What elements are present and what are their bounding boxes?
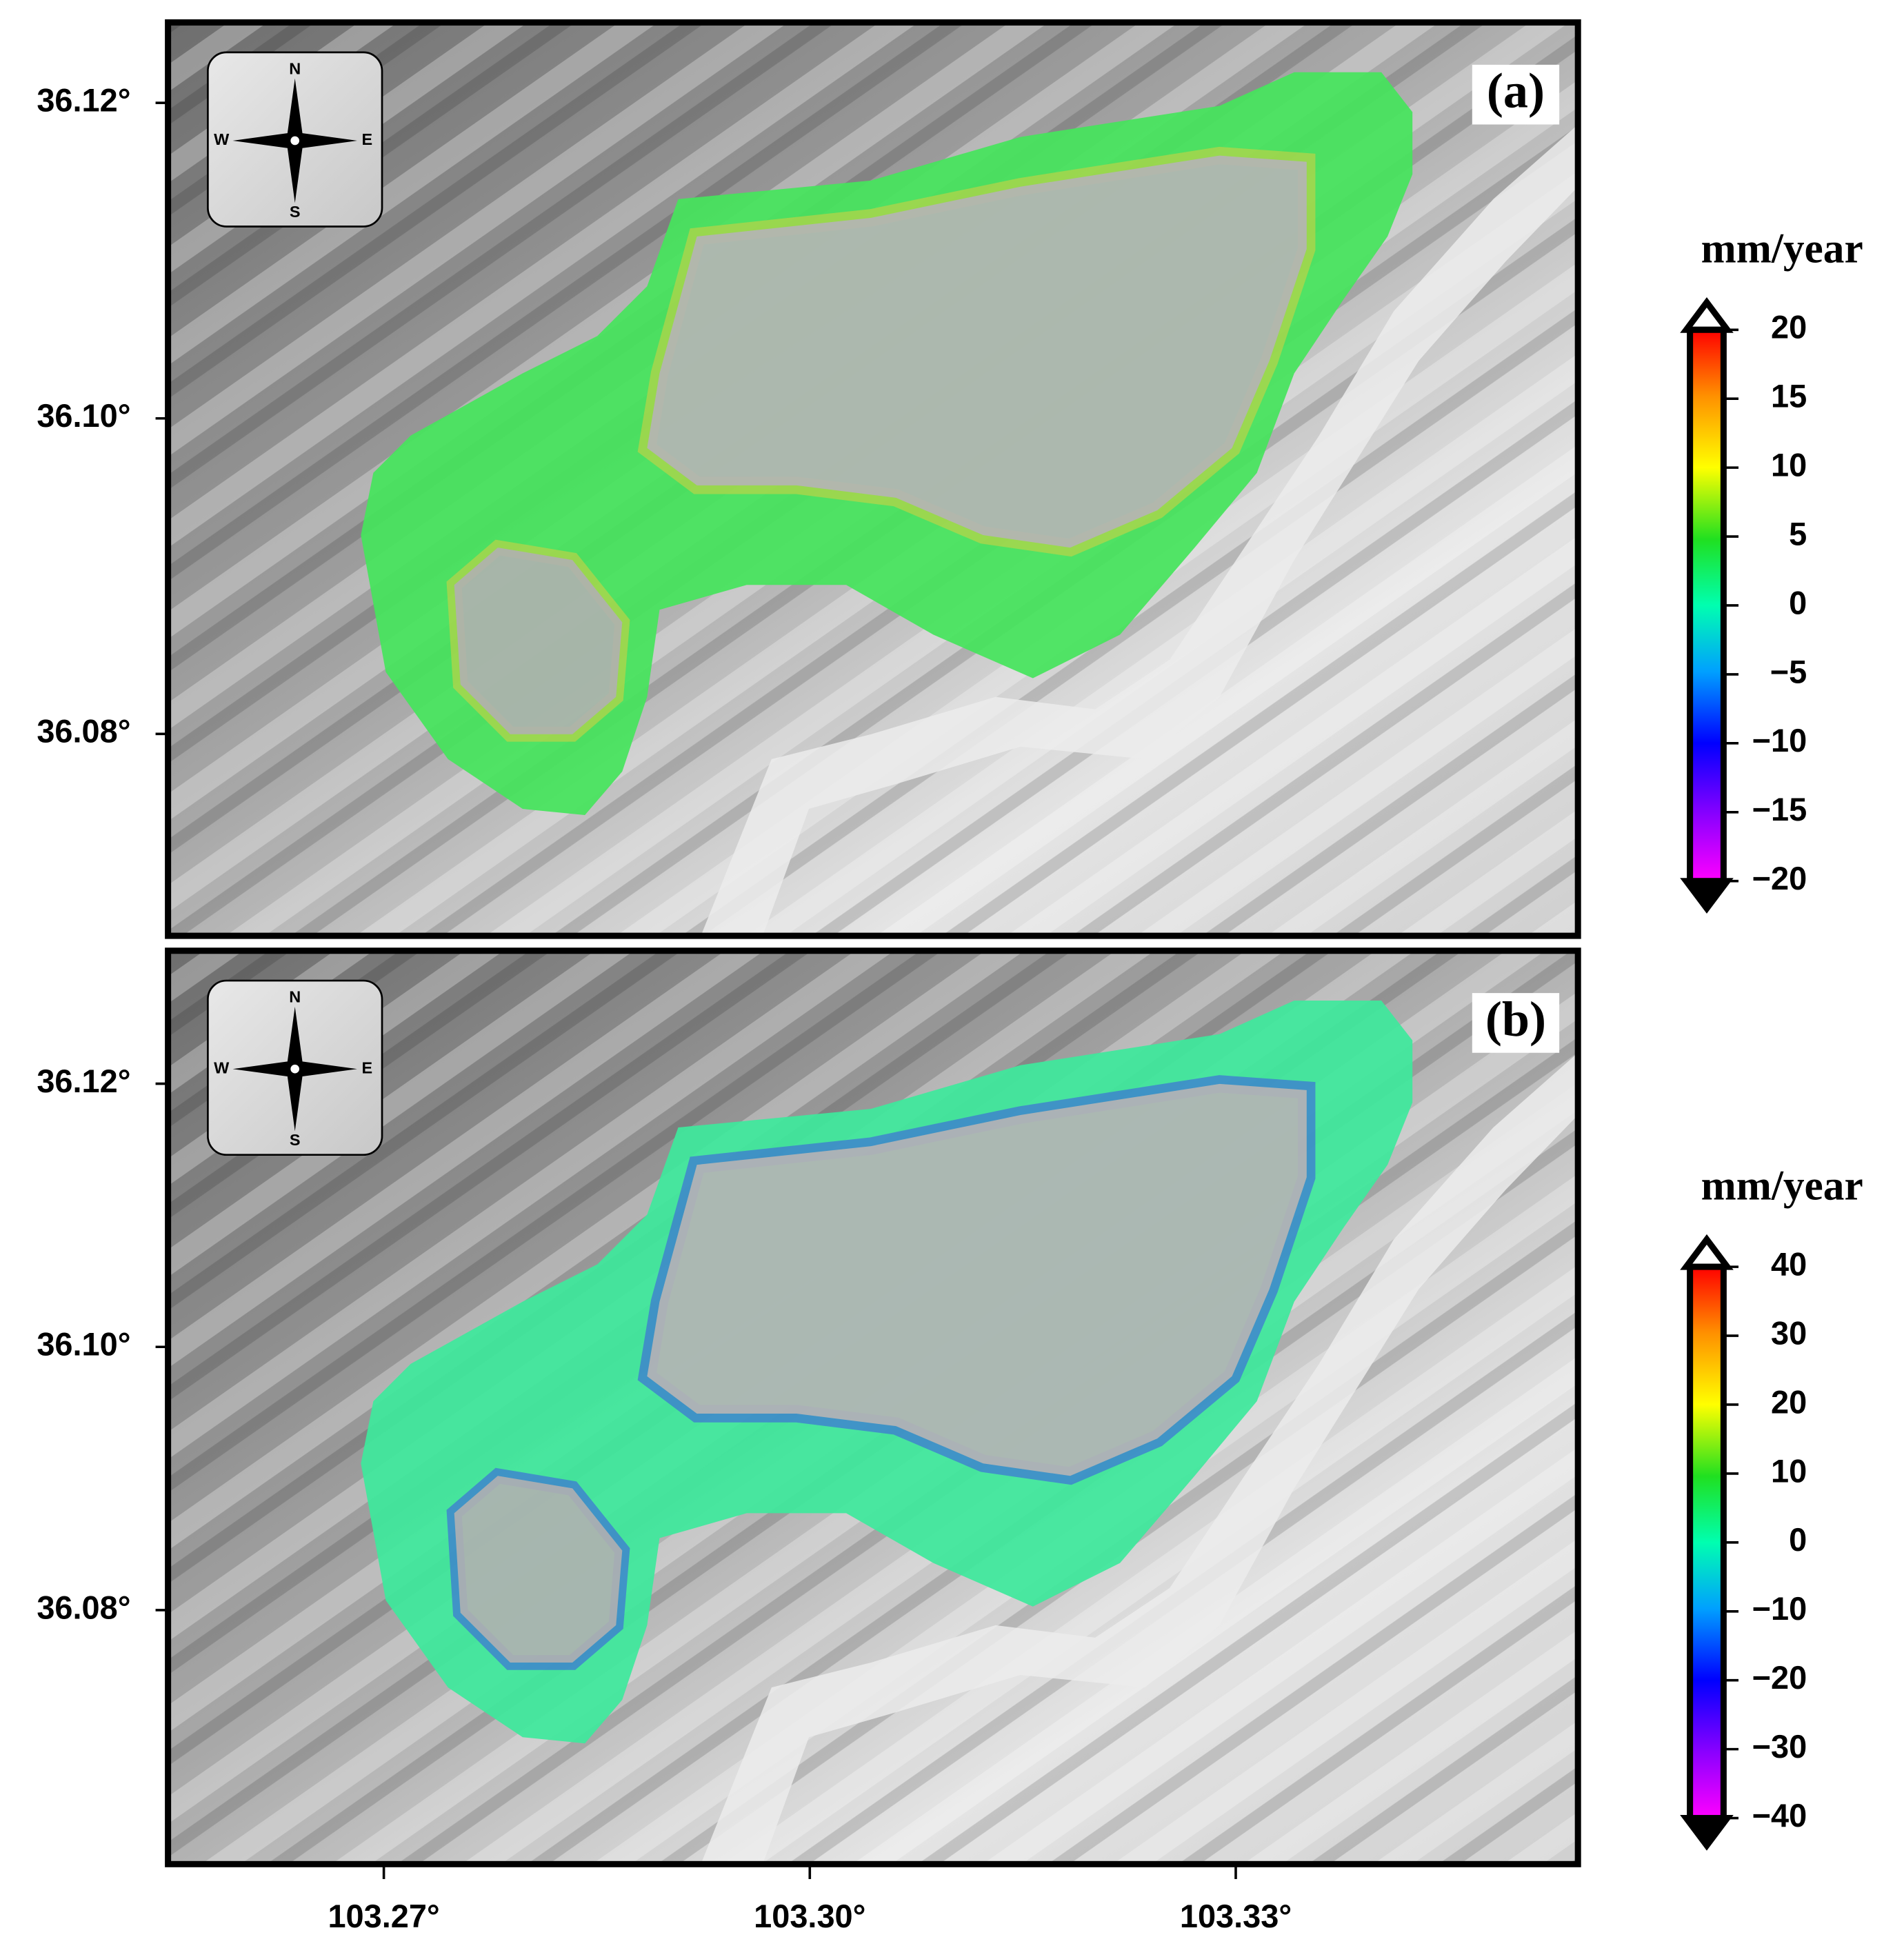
lat-tick-label: 36.12° [37, 1063, 130, 1099]
colorbar-arrow-bottom [1680, 878, 1734, 914]
colorbar-tick-label: 10 [1771, 448, 1807, 483]
colorbar [1687, 326, 1727, 885]
colorbar-tick-label: 30 [1771, 1315, 1807, 1351]
river [701, 124, 1579, 936]
compass-e: E [362, 1058, 373, 1076]
lat-tick-label: 36.08° [37, 1589, 130, 1625]
colorbar-tick-label: −10 [1752, 1591, 1807, 1627]
colorbar-tick-label: 20 [1771, 1384, 1807, 1420]
compass-n: N [289, 59, 301, 77]
colorbar-tick-label: 0 [1789, 585, 1807, 621]
basemap [168, 950, 1579, 1865]
colorbar-arrow-top [1680, 1234, 1734, 1270]
basemap [168, 22, 1579, 936]
colorbar-arrow-bottom [1680, 1815, 1734, 1851]
panel-label-box [1472, 993, 1560, 1053]
colorbar-tick-label: 5 [1789, 516, 1807, 552]
river [701, 1052, 1579, 1865]
compass-w: W [214, 1058, 230, 1076]
lon-tick-label: 103.33° [1180, 1898, 1292, 1934]
frame [165, 947, 1581, 1867]
compass-center [289, 1063, 301, 1075]
lon-tick-label: 103.30° [754, 1898, 865, 1934]
colorbar-tick-label: −20 [1752, 861, 1807, 896]
incoherent-area [647, 1083, 1307, 1476]
compass-e: E [362, 130, 373, 148]
colorbar-tick-label: 20 [1771, 310, 1807, 345]
compass-s: S [290, 1131, 301, 1149]
colorbar-tick-label: 10 [1771, 1453, 1807, 1489]
lon-tick-label: 103.27° [328, 1898, 439, 1934]
panel-label-box [1472, 64, 1560, 125]
incoherent-area [647, 155, 1307, 548]
panel: N S W E (a) 36.12° 36.10° 36.08° mm/year 20 15 10 5 0… [37, 19, 1863, 939]
lat-tick-label: 36.08° [37, 714, 130, 750]
colorbar-tick-label: −5 [1770, 654, 1807, 690]
colorbar-tick-label: −15 [1752, 792, 1807, 827]
panel: N S W E (b) 36.12° 36.10° 36.08° mm/year 40 30 20 10… [37, 947, 1863, 1867]
frame [165, 19, 1581, 939]
colorbar-tick-label: −30 [1752, 1729, 1807, 1765]
incoherent-area [454, 1476, 623, 1663]
colorbar-tick-label: −10 [1752, 723, 1807, 759]
compass-s: S [290, 203, 301, 221]
lat-tick-label: 36.10° [37, 398, 130, 434]
colorbar-title: mm/year [1701, 225, 1863, 272]
incoherent-area [454, 548, 623, 734]
colorbar [1687, 1263, 1727, 1822]
colorbar-arrow-top [1680, 297, 1734, 333]
colorbar-tick-label: 15 [1771, 379, 1807, 414]
compass-w: W [214, 130, 230, 148]
colorbar-title: mm/year [1701, 1162, 1863, 1209]
compass-center [289, 134, 301, 147]
colorbar-tick-label: −40 [1752, 1798, 1807, 1834]
colorbar-tick-label: 40 [1771, 1247, 1807, 1283]
panel-label: (a) [1487, 63, 1545, 119]
colorbar-tick-label: 0 [1789, 1522, 1807, 1558]
compass-n: N [289, 988, 301, 1006]
lat-tick-label: 36.10° [37, 1327, 130, 1363]
colorbar-tick-label: −20 [1752, 1660, 1807, 1696]
panel-label: (b) [1485, 992, 1546, 1047]
lat-tick-label: 36.12° [37, 83, 130, 119]
